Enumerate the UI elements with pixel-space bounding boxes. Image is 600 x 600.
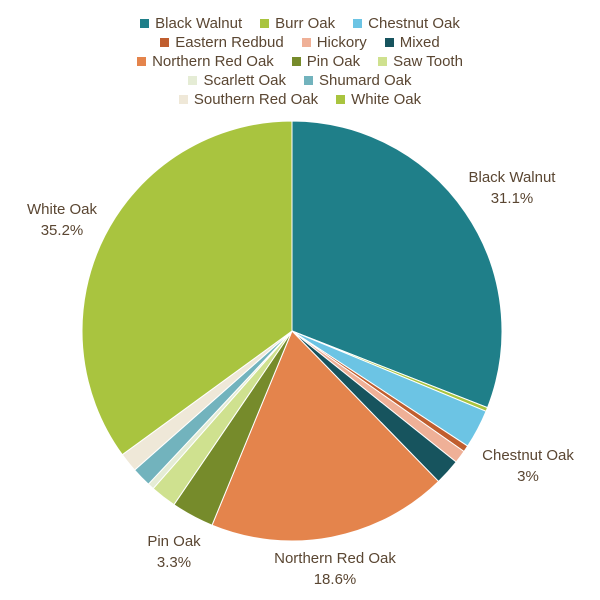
legend-item-northern-red-oak: Northern Red Oak: [137, 52, 274, 71]
slice-label-name: White Oak: [27, 201, 98, 218]
pie-slice-white-oak: [81, 120, 293, 456]
legend-swatch: [378, 57, 388, 66]
legend-swatch: [336, 95, 346, 104]
legend-row: Northern Red Oak Pin Oak Saw Tooth: [0, 52, 600, 71]
legend-swatch: [384, 38, 394, 47]
slice-label-white-oak: White Oak 35.2%: [27, 201, 98, 239]
slice-label-black-walnut: Black Walnut 31.1%: [469, 169, 557, 207]
slice-label-northern-red-oak: Northern Red Oak 18.6%: [274, 550, 396, 588]
legend-swatch: [160, 38, 170, 47]
legend-label: Northern Red Oak: [152, 53, 274, 70]
slice-label-name: Chestnut Oak: [482, 447, 574, 464]
legend-item-burr-oak: Burr Oak: [260, 14, 335, 33]
legend-item-hickory: Hickory: [301, 33, 367, 52]
slice-label-chestnut-oak: Chestnut Oak 3%: [482, 447, 574, 485]
legend-swatch: [140, 19, 150, 28]
legend-label: Hickory: [316, 34, 367, 51]
legend-swatch: [301, 38, 311, 47]
legend-label: White Oak: [351, 91, 422, 108]
slice-label-value: 3%: [517, 468, 539, 485]
legend-label: Southern Red Oak: [193, 91, 319, 108]
pie-slice-black-walnut: [291, 120, 503, 409]
legend-row: Scarlett Oak Shumard Oak: [0, 71, 600, 90]
legend-swatch: [178, 95, 188, 104]
slice-label-value: 3.3%: [157, 554, 191, 571]
legend-swatch: [291, 57, 301, 66]
legend-label: Saw Tooth: [393, 53, 463, 70]
legend-item-eastern-redbud: Eastern Redbud: [160, 33, 284, 52]
legend-item-scarlett-oak: Scarlett Oak: [188, 71, 286, 90]
pie-slice-northern-red-oak: [211, 330, 440, 542]
slice-label-value: 31.1%: [491, 190, 534, 207]
legend-row: Eastern Redbud Hickory Mixed: [0, 33, 600, 52]
slice-label-name: Pin Oak: [147, 533, 201, 550]
legend-swatch: [188, 76, 198, 85]
legend-row: Black Walnut Burr Oak Chestnut Oak: [0, 14, 600, 33]
slice-label-pin-oak: Pin Oak 3.3%: [147, 533, 201, 571]
legend-item-pin-oak: Pin Oak: [291, 52, 361, 71]
legend-row: Southern Red Oak White Oak: [0, 90, 600, 109]
legend-item-southern-red-oak: Southern Red Oak: [178, 90, 319, 109]
legend-label: Black Walnut: [155, 15, 243, 32]
legend-label: Burr Oak: [275, 15, 336, 32]
slice-label-value: 35.2%: [41, 222, 84, 239]
legend-label: Eastern Redbud: [175, 34, 284, 51]
legend-swatch: [137, 57, 147, 66]
legend-label: Mixed: [399, 34, 440, 51]
legend-item-saw-tooth: Saw Tooth: [378, 52, 463, 71]
slice-label-name: Northern Red Oak: [274, 550, 396, 567]
legend-label: Shumard Oak: [318, 72, 412, 89]
legend-item-mixed: Mixed: [384, 33, 440, 52]
slice-label-value: 18.6%: [314, 571, 357, 588]
slice-label-name: Black Walnut: [469, 169, 557, 186]
legend-swatch: [303, 76, 313, 85]
legend-label: Chestnut Oak: [368, 15, 460, 32]
legend-label: Scarlett Oak: [203, 72, 286, 89]
legend-label: Pin Oak: [306, 53, 361, 70]
legend-item-shumard-oak: Shumard Oak: [303, 71, 412, 90]
legend-item-chestnut-oak: Chestnut Oak: [353, 14, 460, 33]
legend-item-white-oak: White Oak: [336, 90, 421, 109]
legend-swatch: [260, 19, 270, 28]
legend-item-black-walnut: Black Walnut: [140, 14, 242, 33]
legend-swatch: [353, 19, 363, 28]
